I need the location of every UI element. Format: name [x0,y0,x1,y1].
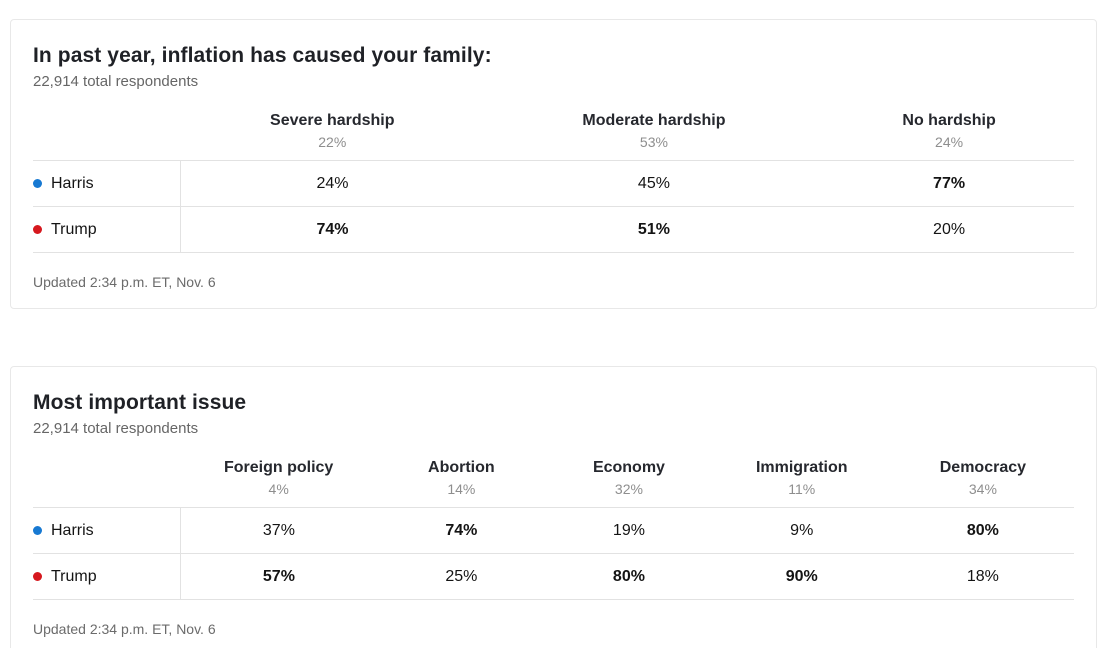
column-share: 34% [968,481,997,497]
harris-dot-icon [33,179,42,188]
column-label: Abortion [428,459,495,476]
column-label: Severe hardship [270,112,395,129]
candidate-name: Harris [51,521,94,539]
column-share: 11% [788,481,816,497]
poll-title: Most important issue [33,391,247,414]
column-header: Severe hardship 22% [180,111,484,161]
column-label: No hardship [902,112,996,129]
result-cell: 80% [546,553,712,600]
candidate-row-harris: Harris 37% 74% 19% 9% 80% [33,507,1074,554]
trump-dot-icon [33,225,42,234]
result-cell: 57% [180,553,377,600]
updated-timestamp: Updated 2:34 p.m. ET, Nov. 6 [33,621,216,637]
column-label: Economy [592,459,665,476]
column-header-row: Severe hardship 22% Moderate hardship 53… [33,111,1074,161]
column-header-row: Foreign policy 4% Abortion 14% Economy 3… [33,458,1074,508]
column-share: 14% [447,481,476,497]
result-cell: 25% [376,553,547,600]
result-cell: 18% [891,553,1074,600]
column-header: Economy 32% [546,458,712,508]
poll-results-table: Foreign policy 4% Abortion 14% Economy 3… [33,458,1074,600]
poll-results-table: Severe hardship 22% Moderate hardship 53… [33,111,1074,253]
candidate-label-cell: Harris [33,160,182,207]
candidate-name: Trump [51,567,97,585]
result-cell: 45% [483,160,825,207]
column-label: Immigration [755,459,848,476]
column-header: Immigration 11% [711,458,892,508]
result-cell: 24% [180,160,484,207]
column-share: 22% [318,134,347,150]
candidate-label-cell: Trump [33,206,182,253]
result-cell: 20% [824,206,1074,253]
column-header: Democracy 34% [891,458,1074,508]
column-header: Abortion 14% [376,458,547,508]
column-share: 32% [614,481,643,497]
result-cell: 51% [483,206,825,253]
candidate-name: Trump [51,220,97,238]
poll-subtitle: 22,914 total respondents [33,420,199,437]
column-share: 24% [935,134,964,150]
result-cell: 90% [711,553,892,600]
candidate-label-cell: Harris [33,507,182,554]
column-label: Democracy [939,459,1027,476]
candidate-row-harris: Harris 24% 45% 77% [33,160,1074,207]
trump-dot-icon [33,572,42,581]
empty-header-cell [33,111,181,161]
column-header: Foreign policy 4% [180,458,377,508]
result-cell: 80% [891,507,1074,554]
column-label: Moderate hardship [582,112,726,129]
poll-subtitle: 22,914 total respondents [33,73,199,90]
harris-dot-icon [33,526,42,535]
column-header: No hardship 24% [824,111,1074,161]
column-share: 4% [268,481,289,497]
candidate: Harris [33,175,180,193]
poll-card-important-issue: Most important issue 22,914 total respon… [10,366,1097,648]
result-cell: 37% [180,507,377,554]
poll-card-inflation: In past year, inflation has caused your … [10,19,1097,309]
column-header: Moderate hardship 53% [483,111,825,161]
result-cell: 74% [180,206,484,253]
column-label: Foreign policy [223,459,334,476]
result-cell: 77% [824,160,1074,207]
poll-title: In past year, inflation has caused your … [33,44,492,67]
candidate-name: Harris [51,174,94,192]
result-cell: 74% [376,507,547,554]
candidate: Harris [33,522,180,540]
result-cell: 19% [546,507,712,554]
candidate: Trump [33,568,180,586]
result-cell: 9% [711,507,892,554]
candidate-row-trump: Trump 57% 25% 80% 90% 18% [33,553,1074,600]
candidate: Trump [33,221,180,239]
updated-timestamp: Updated 2:34 p.m. ET, Nov. 6 [33,274,216,290]
column-share: 53% [639,134,668,150]
candidate-row-trump: Trump 74% 51% 20% [33,206,1074,253]
candidate-label-cell: Trump [33,553,182,600]
empty-header-cell [33,458,181,508]
